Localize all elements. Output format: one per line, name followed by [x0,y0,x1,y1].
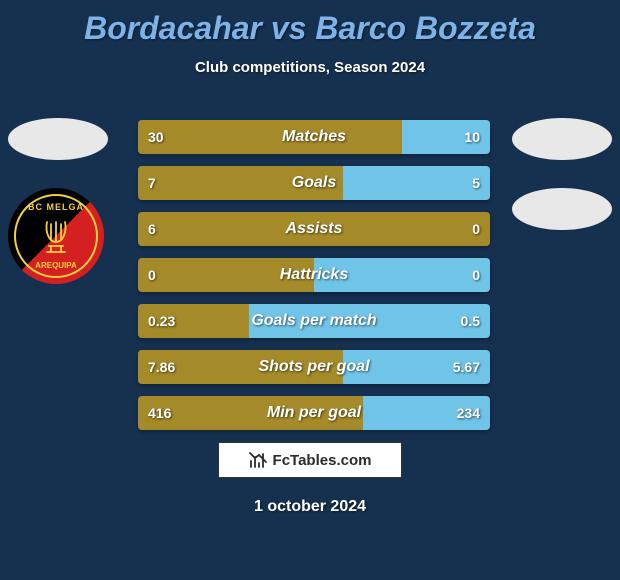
stat-value-left: 0 [148,258,156,292]
footer-brand-text: FcTables.com [273,452,372,469]
stat-label: Matches [138,120,490,154]
stat-row: Shots per goal7.86 5.67 [138,350,490,384]
stat-value-left: 30 [148,120,164,154]
stat-row: Goals per match0.23 0.5 [138,304,490,338]
stat-value-left: 0.23 [148,304,175,338]
stat-value-right: 234 [457,396,480,430]
stat-value-right: 5.67 [453,350,480,384]
stat-value-right: 5 [472,166,480,200]
club-badge-left: BC MELGA AREQUIPA [8,188,104,284]
badge-text-bottom: AREQUIPA [16,261,96,270]
stat-row: Hattricks0 0 [138,258,490,292]
stat-row: Matches30 10 [138,120,490,154]
stat-value-right: 10 [464,120,480,154]
stat-label: Shots per goal [138,350,490,384]
stat-row: Min per goal416 234 [138,396,490,430]
left-player-column: BC MELGA AREQUIPA [8,118,108,284]
stat-label: Goals per match [138,304,490,338]
badge-ring: BC MELGA AREQUIPA [14,194,98,278]
stat-label: Goals [138,166,490,200]
stat-row: Goals7 5 [138,166,490,200]
stat-value-left: 7 [148,166,156,200]
stat-value-right: 0 [472,258,480,292]
stat-value-left: 6 [148,212,156,246]
stat-row: Assists6 0 [138,212,490,246]
lyre-icon [41,218,71,254]
stat-label: Assists [138,212,490,246]
page-subtitle: Club competitions, Season 2024 [0,59,620,76]
right-player-column [512,118,612,230]
avatar-placeholder-right-2 [512,188,612,230]
badge-text-top: BC MELGA [16,202,96,212]
page-title: Bordacahar vs Barco Bozzeta [0,0,620,47]
avatar-placeholder-left [8,118,108,160]
footer-brand-box: FcTables.com [218,442,402,478]
stat-label: Min per goal [138,396,490,430]
footer-date: 1 october 2024 [0,498,620,516]
stats-bars: Matches3010Goals75Assists60Hattricks00Go… [138,120,490,442]
stat-label: Hattricks [138,258,490,292]
stat-value-left: 7.86 [148,350,175,384]
avatar-placeholder-right-1 [512,118,612,160]
chart-icon [249,451,267,469]
stat-value-right: 0 [472,212,480,246]
stat-value-left: 416 [148,396,171,430]
stat-value-right: 0.5 [461,304,480,338]
